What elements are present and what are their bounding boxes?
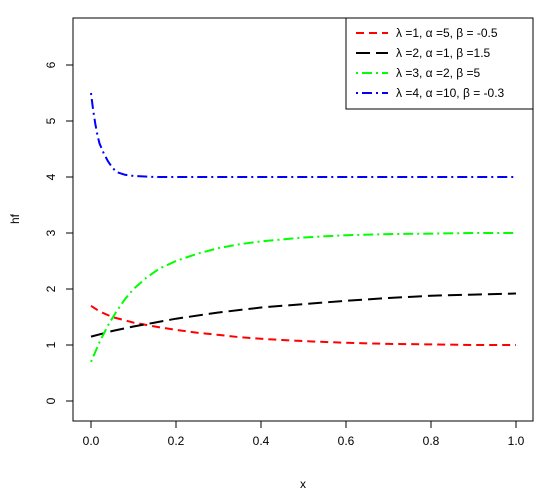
series-line-1 — [90, 304, 516, 346]
x-tick-label: 0.6 — [338, 434, 355, 448]
x-axis: 0.0 0.2 0.4 0.6 0.8 1.0 — [83, 420, 525, 448]
y-tick-label: 1 — [44, 341, 58, 348]
y-tick-label: 3 — [44, 229, 58, 236]
x-tick-label: 0.8 — [423, 434, 440, 448]
y-tick-label: 5 — [44, 117, 58, 124]
legend-label-1: λ =1, α =5, β = -0.5 — [396, 26, 498, 40]
series-group — [90, 92, 517, 363]
y-tick-label: 4 — [44, 173, 58, 180]
x-tick-label: 0.2 — [168, 434, 185, 448]
x-axis-title: x — [300, 477, 306, 491]
y-tick-label: 6 — [44, 61, 58, 68]
y-axis: 0 1 2 3 4 5 6 — [44, 61, 74, 404]
legend-label-4: λ =4, α =10, β = -0.3 — [396, 86, 505, 100]
y-axis-title: hf — [8, 213, 22, 224]
x-tick-label: 1.0 — [508, 434, 525, 448]
x-tick-label: 0.0 — [83, 434, 100, 448]
x-tick-label: 0.4 — [253, 434, 270, 448]
series-line-3 — [90, 232, 516, 363]
series-line-2 — [90, 292, 517, 338]
y-tick-label: 2 — [44, 285, 58, 292]
legend-label-2: λ =2, α =1, β =1.5 — [396, 46, 491, 60]
y-tick-label: 0 — [44, 397, 58, 404]
legend: λ =1, α =5, β = -0.5 λ =2, α =1, β =1.5 λ … — [345, 17, 534, 110]
legend-label-3: λ =3, α =2, β =5 — [396, 66, 481, 80]
